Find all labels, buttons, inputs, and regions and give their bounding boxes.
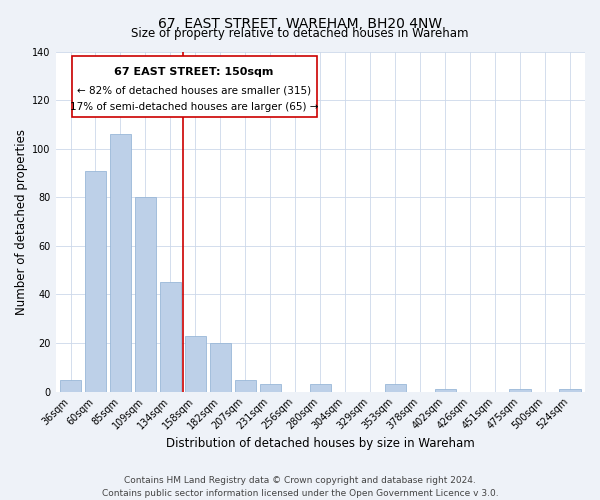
Bar [310,384,331,392]
Bar [110,134,131,392]
Bar [185,336,206,392]
Bar [135,198,156,392]
Bar [509,389,530,392]
FancyBboxPatch shape [72,56,317,117]
Bar [60,380,81,392]
Bar [160,282,181,392]
Text: Contains HM Land Registry data © Crown copyright and database right 2024.
Contai: Contains HM Land Registry data © Crown c… [101,476,499,498]
Text: Size of property relative to detached houses in Wareham: Size of property relative to detached ho… [131,28,469,40]
Text: 17% of semi-detached houses are larger (65) →: 17% of semi-detached houses are larger (… [70,102,319,113]
X-axis label: Distribution of detached houses by size in Wareham: Distribution of detached houses by size … [166,437,475,450]
Text: 67, EAST STREET, WAREHAM, BH20 4NW: 67, EAST STREET, WAREHAM, BH20 4NW [158,18,442,32]
Text: ← 82% of detached houses are smaller (315): ← 82% of detached houses are smaller (31… [77,86,311,96]
Bar [385,384,406,392]
Bar [235,380,256,392]
Bar [85,170,106,392]
Bar [260,384,281,392]
Y-axis label: Number of detached properties: Number of detached properties [15,128,28,314]
Bar [434,389,456,392]
Text: 67 EAST STREET: 150sqm: 67 EAST STREET: 150sqm [115,67,274,77]
Bar [210,343,231,392]
Bar [559,389,581,392]
